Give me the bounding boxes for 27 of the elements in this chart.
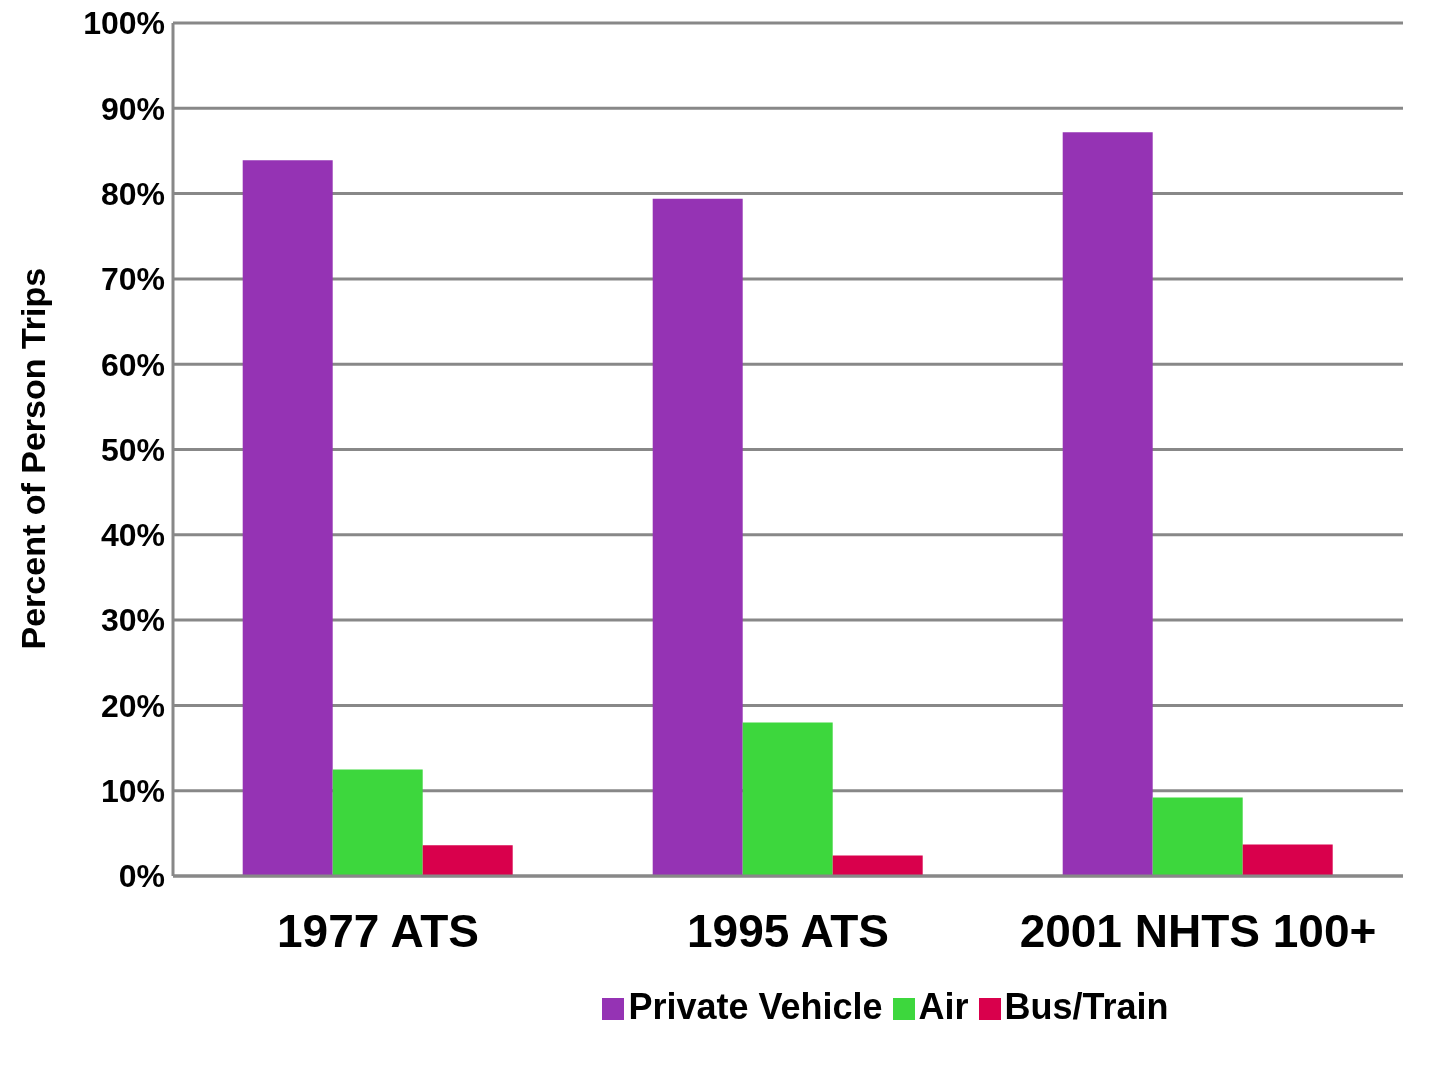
y-tick-label: 70% bbox=[100, 261, 165, 298]
bar bbox=[742, 722, 833, 876]
y-tick-label: 100% bbox=[83, 5, 165, 42]
y-tick-label: 80% bbox=[100, 175, 165, 212]
y-tick-label: 60% bbox=[100, 346, 165, 383]
legend-label: Private Vehicle bbox=[628, 986, 883, 1027]
legend-label: Air bbox=[918, 986, 969, 1027]
x-tick-label: 1977 ATS bbox=[277, 904, 479, 957]
y-tick-label: 10% bbox=[100, 773, 165, 810]
y-tick-label: 20% bbox=[100, 687, 165, 724]
bar bbox=[1062, 132, 1153, 876]
y-axis-title: Percent of Person Trips bbox=[14, 267, 53, 650]
y-tick-label: 40% bbox=[100, 517, 165, 554]
bar bbox=[242, 160, 333, 876]
bar bbox=[422, 845, 513, 876]
bar bbox=[652, 198, 743, 876]
y-tick-label: 0% bbox=[118, 858, 165, 895]
y-tick-label: 50% bbox=[100, 431, 165, 468]
bar bbox=[1242, 844, 1333, 876]
bar bbox=[332, 769, 423, 876]
x-tick-label: 2001 NHTS 100+ bbox=[1019, 904, 1377, 957]
y-tick-label: 90% bbox=[100, 90, 165, 127]
y-tick-label: 30% bbox=[100, 602, 165, 639]
bar bbox=[1152, 797, 1243, 876]
bar bbox=[832, 855, 923, 876]
legend-label: Bus/Train bbox=[1004, 986, 1169, 1027]
x-tick-label: 1995 ATS bbox=[687, 904, 889, 957]
